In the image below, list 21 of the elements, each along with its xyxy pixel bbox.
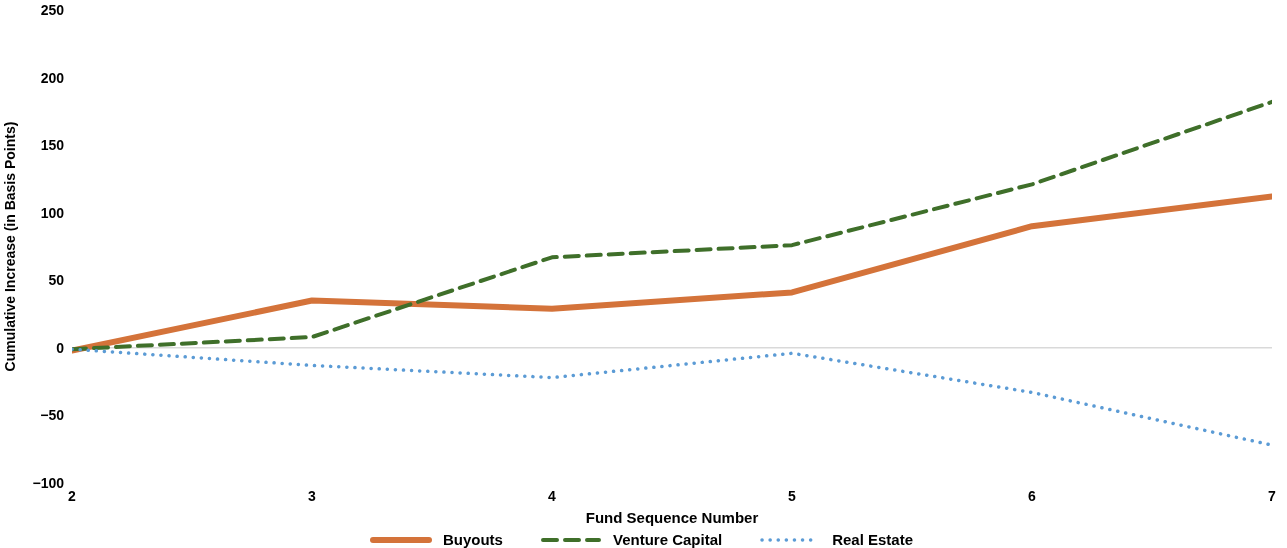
x-axis-title: Fund Sequence Number — [585, 509, 759, 526]
y-tick-label: 200 — [40, 69, 65, 86]
y-tick-label: 250 — [40, 1, 65, 18]
x-tick-label: 7 — [1268, 487, 1277, 504]
y-tick-label: −50 — [40, 407, 65, 424]
legend-label: Buyouts — [442, 531, 503, 548]
x-tick-label: 5 — [788, 487, 797, 504]
x-tick-label: 6 — [1028, 487, 1037, 504]
y-tick-label: 150 — [40, 137, 65, 154]
line-series — [72, 347, 1272, 447]
y-tick-label: 50 — [48, 272, 65, 289]
x-tick-label: 2 — [68, 487, 77, 504]
y-tick-label: 0 — [56, 339, 65, 356]
line-series — [72, 99, 1272, 352]
y-tick-label: −100 — [32, 474, 65, 491]
x-tick-label: 3 — [308, 487, 317, 504]
y-axis-title: Cumulative Increase (in Basis Points) — [1, 121, 18, 372]
legend-label: Venture Capital — [612, 531, 723, 548]
legend-label: Real Estate — [832, 531, 914, 548]
y-tick-label: 100 — [40, 204, 65, 221]
x-tick-label: 4 — [548, 487, 557, 504]
